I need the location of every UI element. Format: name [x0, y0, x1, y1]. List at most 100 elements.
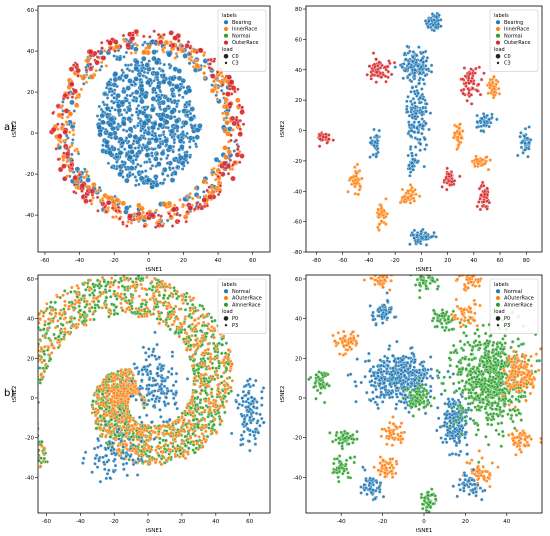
data-point-outerrace [88, 198, 92, 203]
data-point-aouterrace [214, 372, 218, 377]
data-point-normal [421, 60, 426, 64]
data-point-aouterrace [221, 334, 226, 338]
data-point-normal [415, 126, 419, 130]
data-point-ainnerrace [13, 373, 16, 376]
data-point-bearing [432, 18, 436, 22]
data-point-ainnerrace [122, 292, 127, 297]
data-point-bearing [372, 127, 376, 132]
data-point-ainnerrace [7, 375, 10, 378]
data-point-aouterrace [118, 369, 123, 373]
data-point-normal [157, 133, 162, 138]
data-point-bearing [124, 50, 129, 55]
data-point-ainnerrace [48, 305, 52, 309]
data-point-innerrace [91, 196, 95, 200]
data-point-outerrace [485, 207, 489, 211]
data-point-outerrace [236, 87, 240, 92]
data-point-outerrace [176, 46, 180, 51]
data-point-innerrace [84, 80, 89, 84]
data-point-innerrace [455, 135, 460, 140]
data-point-normal [406, 95, 410, 99]
data-point-normal [413, 145, 418, 149]
data-point-ainnerrace [123, 422, 127, 426]
data-point-normal [408, 166, 413, 171]
data-point-normal [130, 69, 135, 74]
data-point-outerrace [186, 40, 191, 44]
data-point-bearing [527, 140, 531, 145]
data-point-bearing [525, 136, 530, 140]
data-point-ainnerrace [9, 420, 12, 423]
data-point-outerrace [79, 182, 86, 189]
data-point-normal [162, 62, 166, 67]
data-point-aouterrace [149, 312, 153, 317]
data-point-normal [113, 108, 117, 112]
data-point-ainnerrace [43, 323, 47, 327]
data-point-normal [194, 134, 200, 140]
data-point-aouterrace [158, 285, 163, 289]
data-point-ainnerrace [29, 338, 32, 341]
data-point-aouterrace [144, 438, 149, 442]
data-point-aouterrace [188, 401, 192, 405]
data-point-outerrace [327, 133, 331, 137]
data-point-ainnerrace [94, 426, 99, 431]
data-point-outerrace [462, 87, 466, 92]
data-point-innerrace [360, 176, 364, 181]
data-point-normal [178, 82, 183, 87]
data-point-normal [405, 99, 409, 104]
data-point-normal [120, 73, 124, 78]
data-point-innerrace [121, 37, 126, 42]
data-point-bearing [373, 140, 378, 144]
data-point-outerrace [168, 43, 172, 48]
data-point-outerrace [467, 88, 471, 93]
data-point-normal [174, 118, 180, 124]
data-point-normal [128, 93, 133, 98]
data-point-outerrace [57, 133, 63, 139]
data-point-innerrace [220, 74, 225, 79]
data-point-ainnerrace [84, 288, 88, 292]
data-point-aouterrace [25, 429, 28, 432]
data-point-aouterrace [126, 422, 131, 427]
data-point-innerrace [213, 177, 218, 182]
data-point-ainnerrace [27, 375, 30, 378]
data-point-ainnerrace [6, 416, 9, 419]
data-point-normal [105, 115, 110, 119]
data-point-innerrace [94, 68, 98, 73]
data-point-aouterrace [7, 380, 10, 383]
data-point-ainnerrace [139, 305, 144, 309]
data-point-aouterrace [192, 318, 197, 323]
data-point-outerrace [135, 212, 140, 216]
data-point-normal [120, 159, 124, 164]
y-tick-label: -20 [293, 159, 302, 165]
data-point-ainnerrace [112, 308, 117, 313]
data-point-outerrace [471, 86, 475, 91]
data-point-ainnerrace [3, 396, 6, 399]
data-point-aouterrace [109, 375, 113, 379]
data-point-normal [185, 131, 189, 136]
data-point-outerrace [57, 166, 64, 173]
data-point-outerrace [234, 138, 239, 143]
data-point-innerrace [61, 158, 66, 162]
x-tick-label: 0 [420, 258, 424, 264]
data-point-normal [117, 171, 123, 178]
data-point-aouterrace [55, 295, 60, 299]
data-point-ainnerrace [3, 447, 6, 450]
data-point-outerrace [225, 91, 231, 97]
data-point-outerrace [226, 171, 231, 176]
data-point-outerrace [116, 205, 121, 210]
data-point-ainnerrace [16, 473, 19, 476]
data-point-bearing [112, 54, 116, 58]
data-point-normal [405, 44, 410, 49]
data-point-normal [161, 69, 165, 73]
data-point-ainnerrace [7, 405, 10, 408]
data-point-ainnerrace [198, 400, 202, 405]
data-point-bearing [432, 230, 436, 235]
data-point-innerrace [353, 192, 358, 196]
data-point-normal [144, 75, 149, 80]
data-point-aouterrace [185, 425, 189, 430]
data-point-outerrace [478, 207, 483, 212]
data-point-innerrace [85, 172, 89, 177]
data-point-normal [187, 139, 192, 144]
data-point-aouterrace [213, 410, 217, 414]
data-point-ainnerrace [5, 385, 8, 388]
data-point-normal [181, 95, 185, 100]
data-point-ainnerrace [18, 436, 21, 439]
